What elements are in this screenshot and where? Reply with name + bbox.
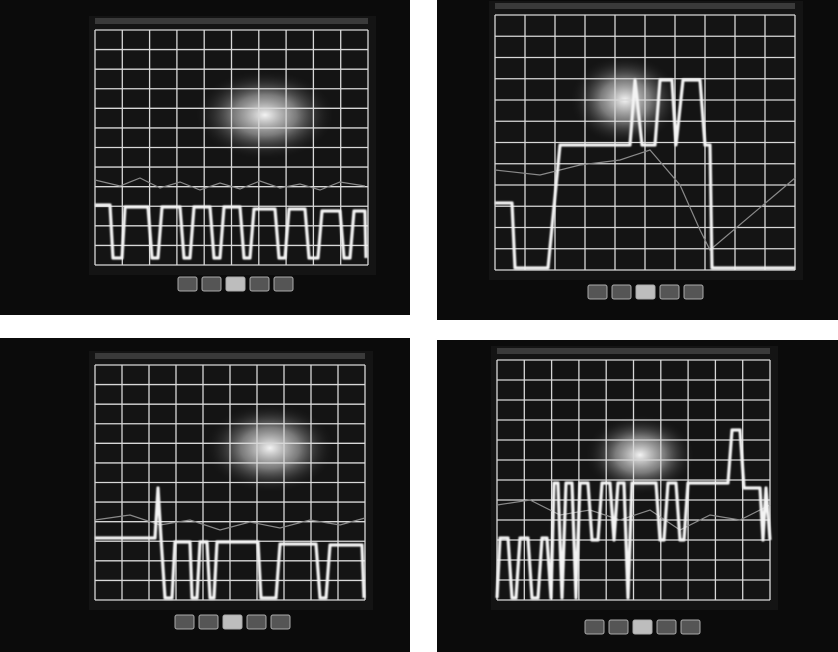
screen-button [633,620,652,634]
screen-button [250,277,269,291]
monitor-screen [89,351,373,629]
screen-button [223,615,242,629]
status-bar [95,18,368,24]
screen-button [585,620,604,634]
screen-button [660,285,679,299]
screen-button [588,285,607,299]
monitor-screen [89,16,376,291]
status-bar [495,3,795,9]
status-bar [95,353,365,359]
screen-button [175,615,194,629]
screen-button [202,277,221,291]
screen-button [178,277,197,291]
screen-button [226,277,245,291]
screen-button [199,615,218,629]
screen-button [612,285,631,299]
screen-button [684,285,703,299]
status-bar [497,348,770,354]
monitor-screen [489,1,803,299]
screen-button [247,615,266,629]
screen-button [274,277,293,291]
page: (() => { const svg = document.getElement… [0,0,838,652]
screen-button [681,620,700,634]
screen-button [657,620,676,634]
photo-collage [0,0,838,652]
screen-button [636,285,655,299]
screen-button [609,620,628,634]
screen-button [271,615,290,629]
glare [205,403,335,493]
monitor-screen [491,346,778,634]
